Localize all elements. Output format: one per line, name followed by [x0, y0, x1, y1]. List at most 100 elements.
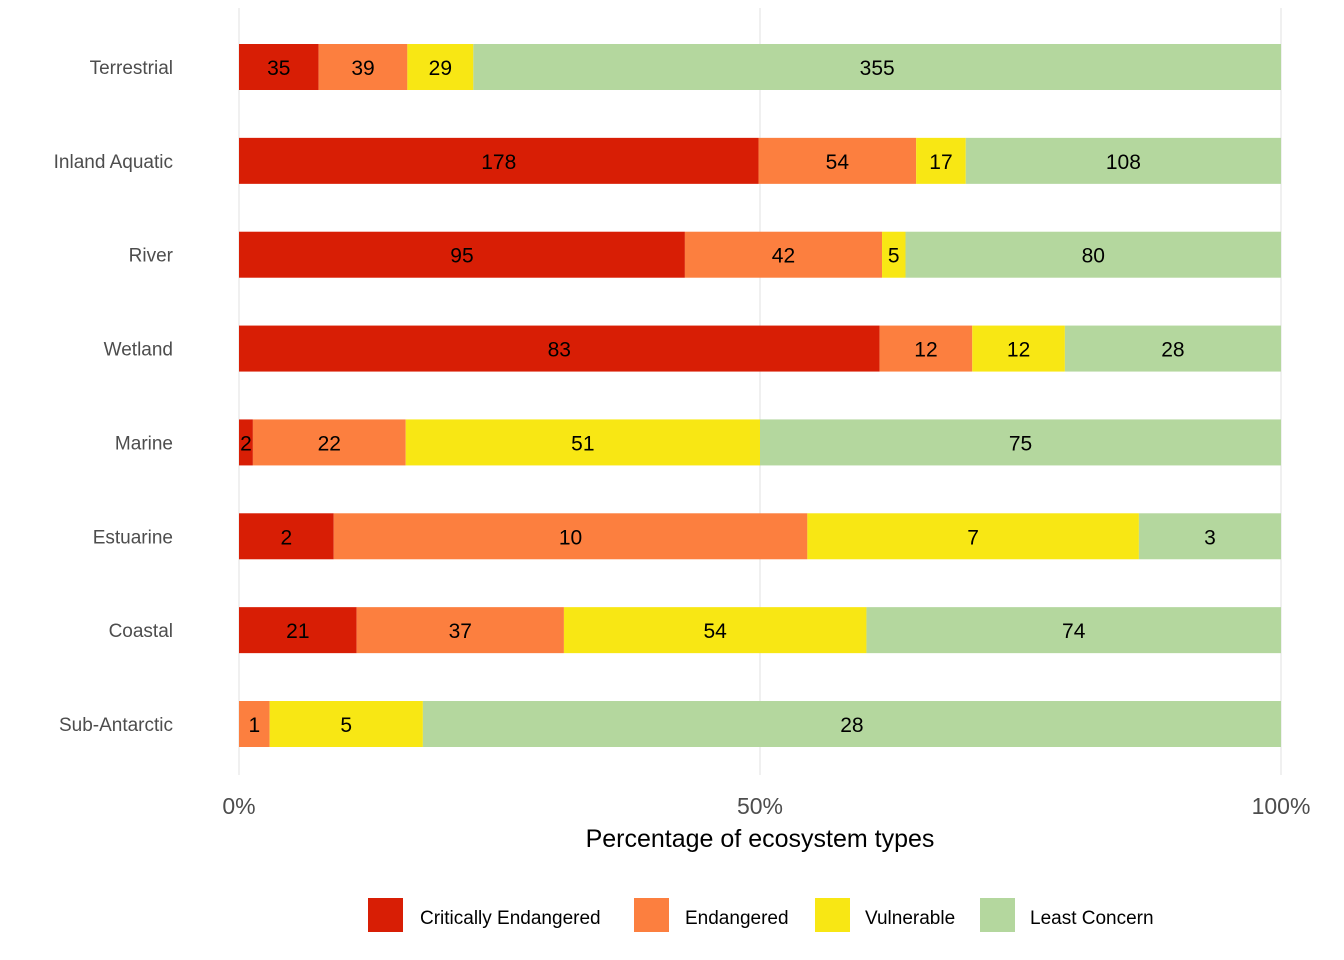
bar-segment — [882, 231, 906, 278]
bar-row: 178 54 17 108 — [239, 137, 1281, 184]
category-label: River — [129, 246, 174, 267]
bar-segment — [684, 231, 883, 278]
category-label: Inland Aquatic — [54, 152, 173, 173]
data-label: 5 — [888, 245, 900, 268]
data-label: 74 — [1062, 620, 1086, 643]
category-label: Estuarine — [93, 527, 173, 548]
data-label: 22 — [318, 432, 341, 455]
data-label: 28 — [1161, 339, 1184, 362]
legend: Critically Endangered Endangered Vulnerabl… — [368, 898, 1154, 932]
legend-swatch — [368, 898, 403, 932]
legend-item: Critically Endangered — [368, 898, 601, 932]
data-label: 28 — [840, 714, 863, 737]
data-label: 178 — [481, 151, 516, 174]
legend-swatch — [634, 898, 669, 932]
data-label: 80 — [1082, 245, 1105, 268]
data-label: 7 — [967, 526, 979, 549]
data-label: 12 — [1007, 339, 1030, 362]
category-labels: Terrestrial Inland Aquatic River Wetland Mar… — [54, 58, 174, 736]
data-label: 3 — [1204, 526, 1216, 549]
bar-segment — [866, 607, 1281, 654]
data-label: 355 — [860, 57, 895, 80]
bar-segment — [333, 513, 808, 560]
legend-swatch — [980, 898, 1015, 932]
data-label: 35 — [267, 57, 290, 80]
legend-label: Vulnerable — [865, 908, 955, 929]
data-label: 12 — [914, 339, 937, 362]
bar-segment — [760, 419, 1281, 466]
data-label: 108 — [1106, 151, 1141, 174]
bar-segment — [905, 231, 1281, 278]
bar-segment — [1064, 325, 1281, 372]
bar-segment — [758, 137, 917, 184]
bar-segment — [563, 607, 867, 654]
bar-segment — [239, 325, 880, 372]
data-label: 21 — [286, 620, 309, 643]
bar-segment — [1138, 513, 1281, 560]
bar-row: 95 42 5 80 — [239, 231, 1281, 278]
data-label: 54 — [826, 151, 850, 174]
data-label: 37 — [449, 620, 472, 643]
data-label: 95 — [450, 245, 473, 268]
data-label: 54 — [704, 620, 728, 643]
data-label: 83 — [548, 339, 571, 362]
data-label: 29 — [429, 57, 452, 80]
legend-item: Least Concern — [980, 898, 1154, 932]
bar-segment — [239, 231, 685, 278]
data-label: 1 — [248, 714, 260, 737]
category-label: Marine — [115, 433, 173, 454]
x-tick-label: 50% — [737, 793, 783, 819]
bar-segment — [473, 44, 1281, 90]
bar-row: 83 12 12 28 — [239, 325, 1281, 372]
x-axis-title: Percentage of ecosystem types — [586, 825, 935, 853]
bar-segment — [239, 44, 319, 90]
category-label: Wetland — [104, 340, 173, 361]
bar-segment — [405, 419, 760, 466]
bar-segment — [422, 700, 1282, 747]
bar-segment — [356, 607, 564, 654]
gridlines — [238, 8, 1282, 775]
x-tick-label: 100% — [1252, 793, 1311, 819]
bar-row: 2 22 51 75 — [239, 419, 1281, 466]
legend-item: Vulnerable — [815, 898, 955, 932]
legend-label: Endangered — [685, 908, 789, 929]
bar-segment — [807, 513, 1139, 560]
bar-segment — [239, 513, 334, 560]
bar-segment — [239, 607, 357, 654]
bar-row: 1 5 28 — [239, 700, 1282, 747]
data-label: 17 — [929, 151, 952, 174]
category-label: Coastal — [109, 621, 173, 642]
bar-segment — [318, 44, 408, 90]
bar-segment — [879, 325, 973, 372]
bar-row: 35 39 29 355 — [239, 44, 1281, 90]
x-axis-ticks: 0% 50% 100% — [222, 793, 1310, 819]
data-label: 10 — [559, 526, 582, 549]
data-label: 51 — [571, 432, 594, 455]
x-tick-label: 0% — [222, 793, 255, 819]
bar-segment — [965, 137, 1281, 184]
bar-segment — [269, 700, 423, 747]
bar-segment — [972, 325, 1065, 372]
data-label: 39 — [351, 57, 374, 80]
data-label: 42 — [772, 245, 795, 268]
bar-row: 2 10 7 3 — [239, 513, 1281, 560]
bar-segment — [239, 419, 253, 466]
data-label: 5 — [340, 714, 352, 737]
bar-segment — [239, 137, 759, 184]
legend-item: Endangered — [634, 898, 789, 932]
bar-segment — [252, 419, 406, 466]
legend-label: Critically Endangered — [420, 908, 601, 929]
data-label: 2 — [240, 432, 252, 455]
category-label: Terrestrial — [90, 58, 173, 79]
bar-segment — [916, 137, 966, 184]
bar-segment — [239, 700, 270, 747]
bar-segment — [407, 44, 474, 90]
category-label: Sub-Antarctic — [59, 715, 173, 736]
data-label: 75 — [1009, 432, 1032, 455]
data-label: 2 — [281, 526, 293, 549]
legend-swatch — [815, 898, 850, 932]
legend-label: Least Concern — [1030, 908, 1154, 929]
bar-row: 21 37 54 74 — [239, 607, 1281, 654]
